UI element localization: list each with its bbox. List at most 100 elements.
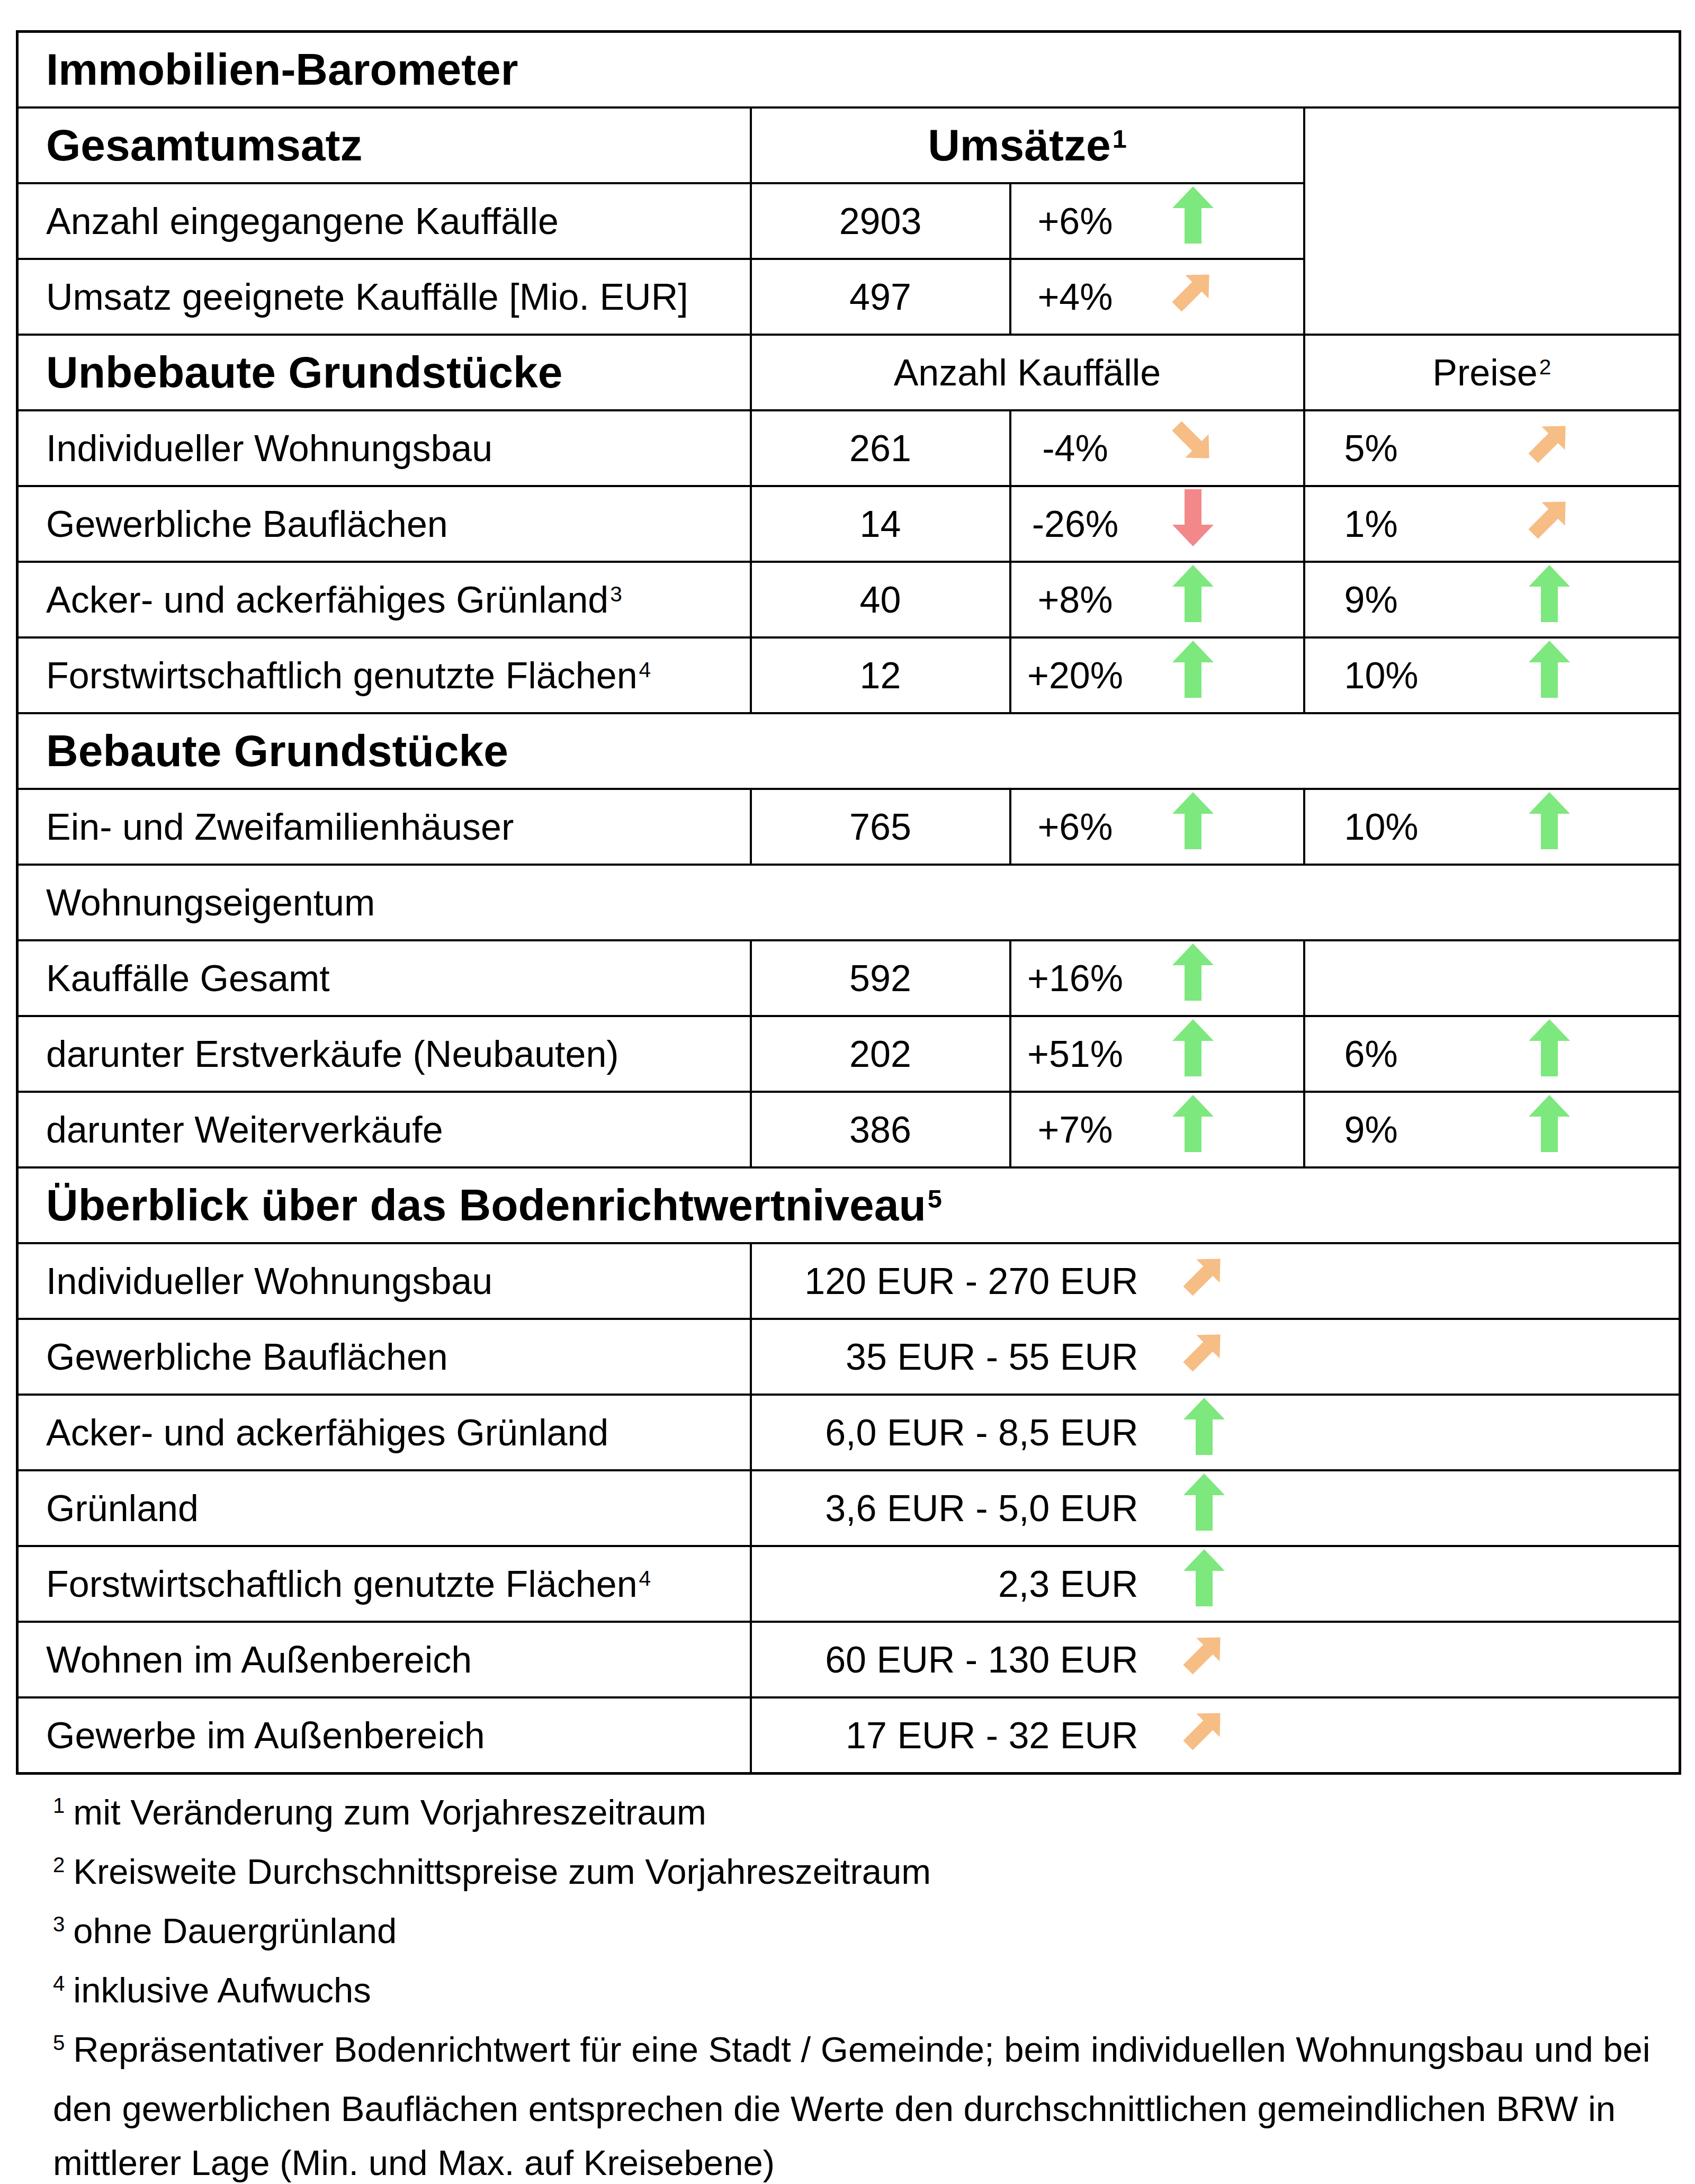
barometer-table: Immobilien-BarometerGesamtumsatzUmsätze1…	[16, 30, 1681, 1775]
row-label-cell: Acker- und ackerfähiges Grünland3	[17, 562, 751, 637]
table-row: Grünland3,6 EUR - 5,0 EUR	[17, 1470, 1680, 1546]
range-cell: 17 EUR - 32 EUR	[751, 1697, 1680, 1774]
arrow-up-green-icon	[1180, 1398, 1228, 1455]
table-row: Unbebaute GrundstückeAnzahl KauffällePre…	[17, 335, 1680, 410]
arrow-se-orange-icon	[1169, 414, 1217, 471]
arrow-up-green-icon	[1180, 1473, 1228, 1531]
row-label-cell: Individueller Wohnungsbau	[17, 410, 751, 486]
count-cell: 261	[751, 410, 1010, 486]
superscript: 1	[1113, 124, 1127, 153]
table-row: Gewerbliche Bauflächen14-26%1%	[17, 486, 1680, 562]
change-value: +6%	[1011, 200, 1140, 242]
empty-merged-cell	[1304, 107, 1680, 335]
table-row: Immobilien-Barometer	[17, 32, 1680, 108]
row-label-cell: Gewerbliche Bauflächen	[17, 1319, 751, 1395]
change-cell: +51%	[1010, 1016, 1304, 1092]
change-cell: -4%	[1010, 410, 1304, 486]
count-cell: 2903	[751, 183, 1010, 259]
footnote-superscript: 4	[53, 1972, 65, 1996]
row-label-cell: Individueller Wohnungsbau	[17, 1243, 751, 1319]
table-title-cell: Immobilien-Barometer	[17, 32, 1680, 108]
price-cell: 6%	[1304, 1016, 1680, 1092]
superscript: 4	[639, 658, 651, 682]
price-value: 10%	[1344, 806, 1477, 848]
column-header-cell: Umsätze1	[751, 107, 1304, 183]
price-cell: 9%	[1304, 1092, 1680, 1167]
row-label-cell: Gewerbe im Außenbereich	[17, 1697, 751, 1774]
arrow-up-green-icon	[1525, 1019, 1574, 1076]
change-cell: +6%	[1010, 789, 1304, 865]
change-cell: +6%	[1010, 183, 1304, 259]
change-value: +20%	[1011, 654, 1140, 697]
price-value: 6%	[1344, 1033, 1477, 1075]
count-cell: 765	[751, 789, 1010, 865]
arrow-ne-orange-icon	[1525, 414, 1574, 471]
range-cell: 2,3 EUR	[751, 1546, 1680, 1622]
row-label-cell: darunter Weiterverkäufe	[17, 1092, 751, 1167]
change-cell: -26%	[1010, 486, 1304, 562]
change-value: +16%	[1011, 957, 1140, 1000]
table-row: Individueller Wohnungsbau261-4% 5%	[17, 410, 1680, 486]
table-row: Acker- und ackerfähiges Grünland6,0 EUR …	[17, 1395, 1680, 1470]
footnote-superscript: 5	[53, 2031, 65, 2055]
arrow-up-green-icon	[1169, 943, 1217, 1001]
footnote-superscript: 1	[53, 1794, 65, 1818]
row-label-cell: Umsatz geeignete Kauffälle [Mio. EUR]	[17, 259, 751, 335]
row-label-cell: Wohnen im Außenbereich	[17, 1622, 751, 1697]
table-row: Kauffälle Gesamt592+16%	[17, 940, 1680, 1016]
range-cell: 120 EUR - 270 EUR	[751, 1243, 1680, 1319]
section-label-cell: Überblick über das Bodenrichtwertniveau5	[17, 1167, 1680, 1243]
table-row: Bebaute Grundstücke	[17, 713, 1680, 789]
arrow-up-green-icon	[1525, 565, 1574, 622]
price-value: 10%	[1344, 654, 1477, 697]
row-label-cell: Gewerbliche Bauflächen	[17, 486, 751, 562]
arrow-up-green-icon	[1169, 1095, 1217, 1152]
footnotes: 1mit Veränderung zum Vorjahreszeitraum2K…	[28, 1785, 1674, 2184]
change-value: +8%	[1011, 579, 1140, 621]
table-row: Ein- und Zweifamilienhäuser765+6% 10%	[17, 789, 1680, 865]
superscript: 5	[928, 1184, 942, 1213]
count-cell: 386	[751, 1092, 1010, 1167]
row-label-cell: Ein- und Zweifamilienhäuser	[17, 789, 751, 865]
range-value: 2,3 EUR	[752, 1563, 1138, 1605]
arrow-ne-orange-icon	[1180, 1246, 1228, 1304]
price-value: 9%	[1344, 579, 1477, 621]
arrow-ne-orange-icon	[1180, 1701, 1228, 1758]
section-label-cell: Unbebaute Grundstücke	[17, 335, 751, 410]
price-cell: 10%	[1304, 789, 1680, 865]
arrow-ne-orange-icon	[1180, 1322, 1228, 1379]
superscript: 4	[639, 1566, 651, 1590]
arrow-up-green-icon	[1169, 792, 1217, 849]
change-cell: +7%	[1010, 1092, 1304, 1167]
table-row: darunter Weiterverkäufe386+7% 9%	[17, 1092, 1680, 1167]
section-label-cell: Bebaute Grundstücke	[17, 713, 1680, 789]
table-row: Überblick über das Bodenrichtwertniveau5	[17, 1167, 1680, 1243]
table-row: darunter Erstverkäufe (Neubauten)202+51%…	[17, 1016, 1680, 1092]
footnote: 3ohne Dauergrünland	[28, 1904, 1674, 1963]
price-value: 5%	[1344, 427, 1477, 470]
change-value: +4%	[1011, 276, 1140, 318]
change-cell: +16%	[1010, 940, 1304, 1016]
count-cell: 497	[751, 259, 1010, 335]
price-cell	[1304, 940, 1680, 1016]
price-value: 9%	[1344, 1109, 1477, 1151]
range-value: 120 EUR - 270 EUR	[752, 1260, 1138, 1302]
price-cell: 10%	[1304, 637, 1680, 713]
column-header-cell: Preise2	[1304, 335, 1680, 410]
change-cell: +4%	[1010, 259, 1304, 335]
row-label-cell: Kauffälle Gesamt	[17, 940, 751, 1016]
row-label-cell: Acker- und ackerfähiges Grünland	[17, 1395, 751, 1470]
range-cell: 3,6 EUR - 5,0 EUR	[751, 1470, 1680, 1546]
footnote: 1mit Veränderung zum Vorjahreszeitraum	[28, 1785, 1674, 1845]
section-label-cell: Gesamtumsatz	[17, 107, 751, 183]
footnote-superscript: 2	[53, 1853, 65, 1877]
arrow-up-green-icon	[1525, 641, 1574, 698]
change-value: +6%	[1011, 806, 1140, 848]
row-label-cell: Forstwirtschaftlich genutzte Flächen4	[17, 1546, 751, 1622]
arrow-down-red-icon	[1169, 489, 1217, 546]
count-cell: 40	[751, 562, 1010, 637]
range-value: 17 EUR - 32 EUR	[752, 1714, 1138, 1757]
arrow-up-green-icon	[1180, 1549, 1228, 1606]
range-value: 60 EUR - 130 EUR	[752, 1639, 1138, 1681]
table-row: Acker- und ackerfähiges Grünland340+8% 9%	[17, 562, 1680, 637]
